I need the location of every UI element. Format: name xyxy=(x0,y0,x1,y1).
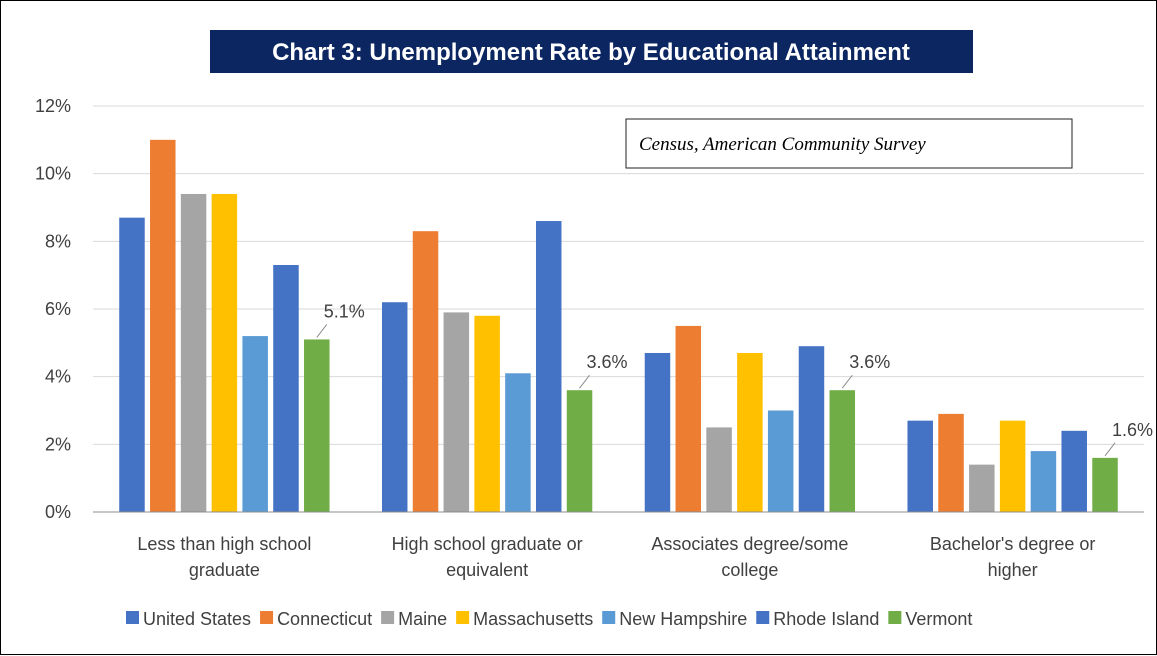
category-label: graduate xyxy=(189,560,260,580)
bar xyxy=(999,420,1026,512)
data-label: 3.6% xyxy=(849,352,890,372)
bar xyxy=(505,373,531,512)
legend-swatch xyxy=(456,611,470,624)
legend-label: Vermont xyxy=(905,609,972,629)
bar xyxy=(767,410,794,512)
bar xyxy=(119,217,145,512)
data-label: 3.6% xyxy=(587,352,628,372)
bars xyxy=(119,139,1118,513)
bar xyxy=(706,427,732,512)
bar xyxy=(412,231,439,512)
bar xyxy=(1061,430,1087,512)
bar xyxy=(938,413,964,512)
title-text: Chart 3: Unemployment Rate by Educationa… xyxy=(272,39,910,66)
y-tick-label: 2% xyxy=(45,434,71,454)
legend-swatch xyxy=(126,611,139,624)
category-label: higher xyxy=(988,560,1038,580)
title-box xyxy=(210,30,973,73)
y-tick-label: 10% xyxy=(35,164,71,184)
bar xyxy=(474,315,500,512)
bar xyxy=(907,420,933,512)
grid xyxy=(93,105,1144,445)
data-label-leader xyxy=(579,374,590,389)
bar xyxy=(150,139,176,513)
legend-swatch xyxy=(602,611,616,624)
bar xyxy=(969,464,995,512)
legend-label: Rhode Island xyxy=(773,609,879,629)
bar xyxy=(829,390,856,512)
legend-label: United States xyxy=(143,609,251,629)
bar xyxy=(535,221,562,513)
legend-swatch xyxy=(260,611,274,624)
category-label: High school graduate or xyxy=(392,534,583,554)
source-annotation: Census, American Community Survey xyxy=(625,118,1073,169)
category-label: Less than high school xyxy=(137,534,311,554)
category-label: equivalent xyxy=(446,560,528,580)
data-label: 5.1% xyxy=(324,301,365,321)
bar xyxy=(675,325,702,512)
legend-label: Connecticut xyxy=(277,609,372,629)
source-box xyxy=(625,118,1073,169)
y-axis: 0% 2% 4% 6% 8% 10% 12% xyxy=(35,96,71,522)
bar xyxy=(644,352,671,512)
y-tick-label: 12% xyxy=(35,96,71,116)
bar xyxy=(211,193,238,512)
bar xyxy=(242,336,268,512)
y-tick-label: 4% xyxy=(45,367,71,387)
category-label: Bachelor's degree or xyxy=(930,534,1096,554)
data-label-leader xyxy=(841,374,853,389)
legend: United States Connecticut Maine Massachuset… xyxy=(126,609,972,629)
legend-swatch xyxy=(381,611,395,624)
y-tick-label: 8% xyxy=(45,231,71,251)
bar xyxy=(798,346,825,512)
category-label: college xyxy=(721,560,778,580)
bar xyxy=(737,352,763,512)
x-axis: Less than high school graduate High school… xyxy=(93,511,1144,580)
bar xyxy=(304,339,330,512)
bar xyxy=(1030,451,1057,512)
data-label: 1.6% xyxy=(1112,420,1153,440)
source-text: Census, American Community Survey xyxy=(639,134,926,155)
data-labels: 5.1% 3.6% 3.6% 1.6% xyxy=(316,301,1153,457)
chart-title: Chart 3: Unemployment Rate by Educationa… xyxy=(210,30,973,73)
y-tick-label: 0% xyxy=(45,502,71,522)
bar xyxy=(381,302,408,512)
legend-label: Maine xyxy=(398,609,447,629)
bar xyxy=(273,265,299,512)
legend-label: New Hampshire xyxy=(619,609,747,629)
legend-swatch xyxy=(888,611,902,624)
bar xyxy=(566,390,593,512)
bar xyxy=(443,312,470,512)
bar xyxy=(1092,457,1118,512)
data-label-leader xyxy=(1104,442,1116,457)
legend-label: Massachusetts xyxy=(473,609,593,629)
bar xyxy=(180,193,207,512)
category-label: Associates degree/some xyxy=(651,534,848,554)
data-label-leader xyxy=(316,324,328,338)
y-tick-label: 6% xyxy=(45,299,71,319)
legend-swatch xyxy=(756,611,770,624)
